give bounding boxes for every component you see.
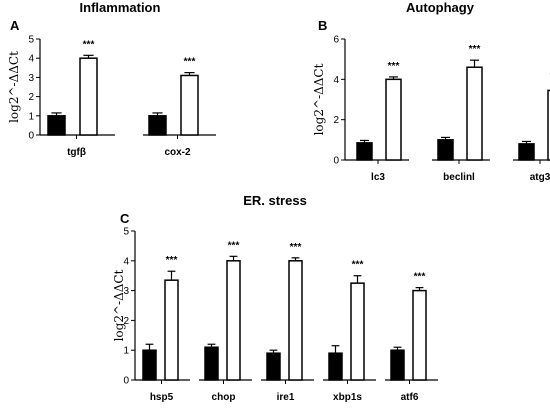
significance-label: ***	[352, 260, 364, 271]
category-label: beclinl	[443, 172, 475, 183]
significance-label: ***	[414, 272, 426, 283]
y-tick-label: 3	[28, 73, 34, 84]
panel-letter: A	[10, 18, 20, 33]
y-tick-label: 5	[28, 35, 34, 46]
significance-label: ***	[469, 44, 481, 55]
significance-label: ***	[83, 39, 95, 50]
y-tick-label: 0	[28, 131, 34, 142]
control-bar	[148, 115, 167, 136]
panel-title: Autophagy	[406, 0, 475, 15]
treated-bar	[350, 282, 365, 381]
y-tick-label: 6	[333, 35, 339, 46]
panel-c: C ER. stress log2^-ΔΔCt 0 1 2 3 4 5 hsp5 *** chop **…	[112, 193, 438, 403]
y-tick-label: 2	[28, 92, 34, 103]
panel-title: ER. stress	[243, 193, 307, 208]
panel-title: Inflammation	[80, 0, 161, 15]
y-axis-label: log2^-ΔΔCt	[112, 269, 126, 341]
significance-label: ***	[166, 255, 178, 266]
category-label: ire1	[277, 392, 295, 403]
y-axis-label: log2^-ΔΔCt	[7, 51, 21, 123]
y-tick-label: 0	[333, 156, 339, 167]
y-tick-label: 1	[28, 111, 34, 122]
control-bar	[437, 139, 454, 161]
control-bar	[47, 115, 66, 136]
panel-letter: B	[318, 18, 327, 33]
y-tick-label: 4	[123, 256, 129, 267]
y-tick-label: 2	[123, 316, 129, 327]
category-label: chop	[212, 392, 236, 403]
significance-label: ***	[290, 242, 302, 253]
panel-letter: C	[120, 211, 130, 226]
significance-label: ***	[228, 240, 240, 251]
y-tick-label: 0	[123, 376, 129, 387]
treated-bar	[547, 89, 550, 161]
panel-a: A Inflammation log2^-ΔΔCt 0 1 2 3 4 5 tgfβ *** cox-…	[7, 0, 216, 158]
treated-bar	[466, 66, 483, 161]
category-label: tgfβ	[67, 147, 86, 158]
control-bar	[390, 349, 405, 381]
treated-bar	[226, 260, 241, 381]
y-tick-label: 4	[333, 75, 339, 86]
category-label: cox-2	[164, 147, 191, 158]
category-label: xbp1s	[333, 392, 362, 403]
y-tick-label: 2	[333, 115, 339, 126]
y-tick-label: 5	[123, 227, 129, 238]
y-tick-label: 1	[123, 346, 129, 357]
significance-label: ***	[388, 61, 400, 72]
y-tick-label: 3	[123, 286, 129, 297]
category-label: hsp5	[150, 392, 174, 403]
control-bar	[142, 349, 157, 381]
category-label: lc3	[371, 172, 385, 183]
control-bar	[518, 143, 535, 161]
panel-b: B Autophagy log2^-ΔΔCt 0 2 4 6 lc3 *** beclinl ***…	[312, 0, 550, 183]
category-label: atg3	[530, 172, 550, 183]
control-bar	[356, 142, 373, 161]
treated-bar	[164, 279, 179, 381]
treated-bar	[412, 289, 427, 381]
category-label: atf6	[401, 392, 419, 403]
control-bar	[328, 352, 343, 381]
treated-bar	[180, 74, 199, 136]
treated-bar	[288, 260, 303, 381]
treated-bar	[79, 57, 98, 136]
y-tick-label: 4	[28, 54, 34, 65]
significance-label: ***	[184, 57, 196, 68]
control-bar	[204, 346, 219, 381]
control-bar	[266, 352, 281, 381]
treated-bar	[385, 78, 402, 161]
y-axis-label: log2^-ΔΔCt	[312, 63, 326, 135]
